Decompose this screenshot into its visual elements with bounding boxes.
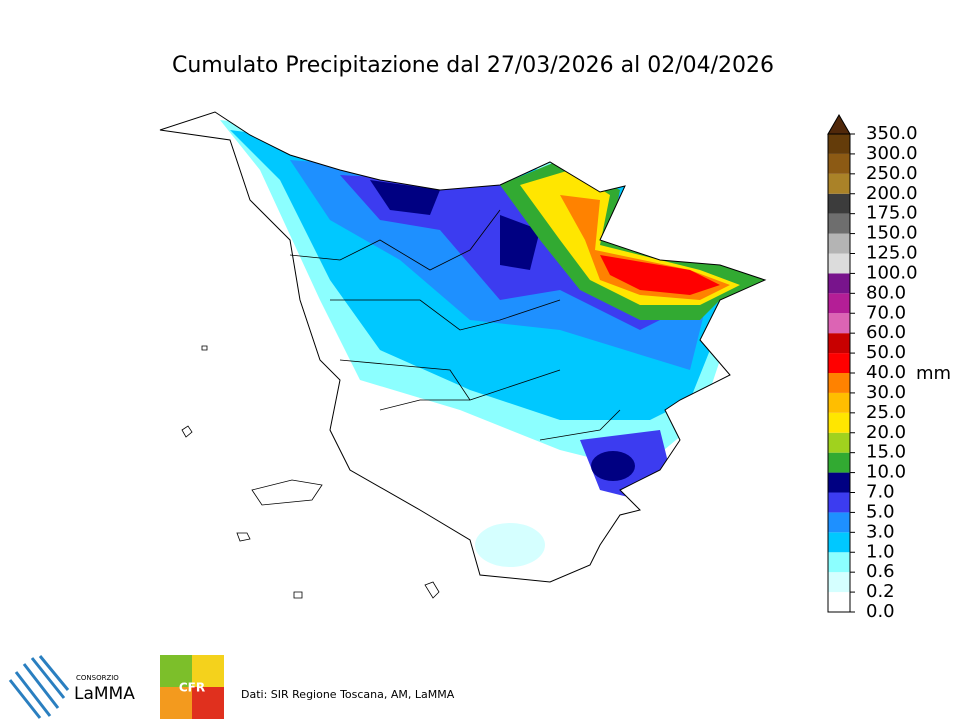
logo-subtitle: CONSORZIO: [76, 674, 119, 682]
map: [159, 111, 767, 599]
colorbar-tick-label: 40.0: [866, 362, 906, 383]
colorbar-bin: [828, 592, 850, 612]
province-borders: [289, 209, 621, 441]
colorbar-tick-label: 125.0: [866, 243, 918, 264]
colorbar-bin: [828, 293, 850, 314]
colorbar-tick-label: 25.0: [866, 402, 906, 423]
colorbar-bin: [828, 452, 850, 473]
colorbar-bin: [828, 392, 850, 413]
colorbar-tick-label: 50.0: [866, 342, 906, 363]
region-border: [159, 111, 767, 583]
colorbar-tick-label: 1.0: [866, 541, 895, 562]
colorbar-bin: [828, 253, 850, 274]
colorbar-bin: [828, 353, 850, 373]
colorbar-tick-label: 20.0: [866, 422, 906, 443]
colorbar-tick-label: 0.0: [866, 601, 895, 622]
colorbar-bin: [828, 273, 850, 294]
colorbar-bin: [828, 193, 850, 214]
colorbar-tick-label: 10.0: [866, 462, 906, 483]
colorbar-bin: [828, 472, 850, 493]
colorbar-tick-label: 3.0: [866, 521, 895, 542]
colorbar-bin: [828, 492, 850, 513]
colorbar-bin: [828, 173, 850, 194]
colorbar-tick-label: 0.6: [866, 561, 895, 582]
colorbar-bin: [828, 512, 850, 533]
colorbar: 0.00.20.61.03.05.07.010.015.020.025.030.…: [827, 114, 918, 622]
colorbar-tick-label: 350.0: [866, 123, 918, 144]
colorbar-tick-label: 200.0: [866, 183, 918, 204]
colorbar-bin: [828, 233, 850, 254]
colorbar-bin: [828, 412, 850, 433]
colorbar-unit: mm: [916, 363, 951, 384]
data-source: Dati: SIR Regione Toscana, AM, LaMMA: [241, 688, 455, 701]
colorbar-extend: [827, 114, 851, 135]
precip-field: [220, 120, 765, 567]
cfr-logo: CFR: [160, 655, 224, 719]
colorbar-tick-label: 30.0: [866, 382, 906, 403]
islands: [181, 345, 440, 599]
colorbar-bin: [828, 552, 850, 573]
colorbar-tick-label: 7.0: [866, 482, 895, 503]
colorbar-tick-label: 60.0: [866, 322, 906, 343]
colorbar-bin: [828, 432, 850, 453]
colorbar-bin: [828, 313, 850, 334]
colorbar-tick-label: 150.0: [866, 223, 918, 244]
colorbar-tick-label: 80.0: [866, 282, 906, 303]
colorbar-tick-label: 5.0: [866, 501, 895, 522]
logo-name: LaMMA: [74, 684, 135, 704]
colorbar-tick-label: 250.0: [866, 163, 918, 184]
colorbar-bin: [828, 213, 850, 234]
colorbar-tick-label: 15.0: [866, 442, 906, 463]
colorbar-tick-label: 300.0: [866, 143, 918, 164]
colorbar-bin: [828, 333, 850, 354]
colorbar-bin: [828, 572, 850, 593]
colorbar-bin: [828, 373, 850, 393]
colorbar-bin: [828, 134, 850, 154]
lamma-logo: CONSORZIO LaMMA: [8, 655, 135, 719]
colorbar-tick-label: 175.0: [866, 203, 918, 224]
colorbar-bin: [828, 153, 850, 174]
colorbar-tick-label: 100.0: [866, 262, 918, 283]
colorbar-bin: [828, 532, 850, 553]
colorbar-tick-label: 0.2: [866, 581, 895, 602]
map-title: Cumulato Precipitazione dal 27/03/2026 a…: [172, 53, 774, 78]
colorbar-tick-label: 70.0: [866, 302, 906, 323]
logo-cfr: CFR: [179, 681, 205, 695]
